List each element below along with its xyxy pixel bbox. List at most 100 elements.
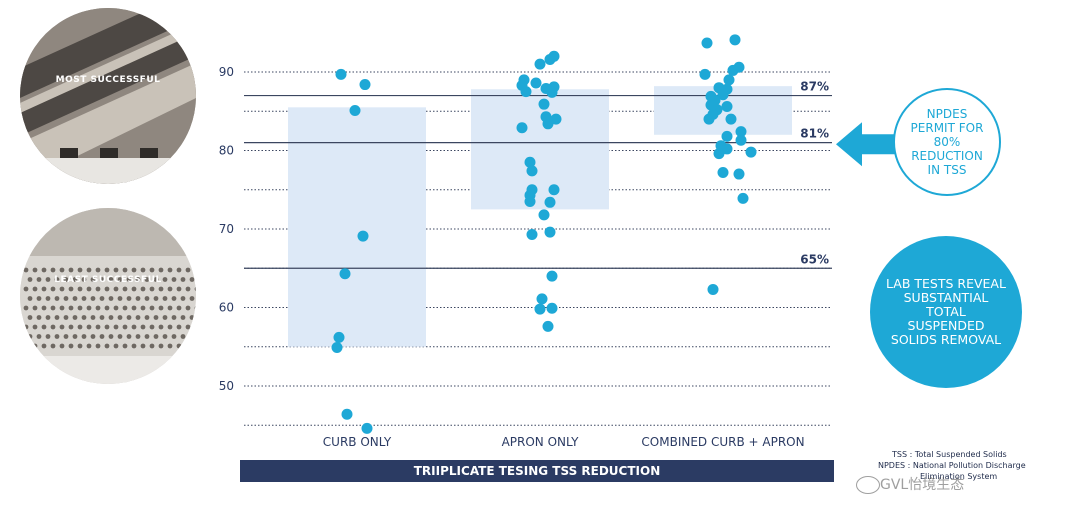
y-tick-label: 80 <box>219 144 234 158</box>
drain-hole <box>72 315 78 320</box>
drain-hole <box>108 315 114 320</box>
drain-hole <box>167 305 173 311</box>
data-point <box>335 68 347 80</box>
drain-hole <box>126 277 132 282</box>
drain-hole <box>171 334 177 339</box>
least-successful-photo-image <box>20 208 196 384</box>
drain-hole <box>135 334 141 339</box>
data-point <box>717 89 729 101</box>
drain-hole <box>72 334 78 339</box>
drain-hole <box>86 286 92 292</box>
data-point <box>361 422 373 434</box>
drain-hole <box>77 343 83 349</box>
reference-lines: 87% 81% 65% <box>244 80 832 269</box>
drain-hole <box>68 305 74 311</box>
drain-hole <box>171 277 177 282</box>
drain-hole <box>158 343 164 349</box>
npdes-arrow <box>836 122 898 167</box>
drain-hole <box>104 286 110 292</box>
drain-hole <box>63 277 69 282</box>
drain-hole <box>99 334 105 339</box>
drain-hole <box>54 296 60 301</box>
drain-hole <box>153 277 159 282</box>
data-point <box>534 58 546 70</box>
drain-hole <box>104 343 110 349</box>
drain-hole <box>45 334 51 339</box>
drain-hole <box>117 334 123 339</box>
drain-hole <box>50 324 56 330</box>
drain-hole <box>50 267 56 273</box>
lab-tests-callout: LAB TESTS REVEAL SUBSTANTIAL TOTAL SUSPE… <box>870 236 1022 388</box>
npdes-permit-callout: NPDES PERMIT FOR 80% REDUCTION IN TSS <box>893 88 1001 196</box>
data-point <box>745 146 757 158</box>
drain-hole <box>162 315 168 320</box>
drain-hole <box>86 343 92 349</box>
drain-hole <box>36 315 42 320</box>
data-point <box>538 98 550 110</box>
drain-hole <box>162 334 168 339</box>
reference-line-label: 65% <box>800 252 829 266</box>
drain-hole <box>117 315 123 320</box>
most-successful-photo: MOST SUCCESSFUL <box>20 8 196 184</box>
drain-hole <box>140 343 146 349</box>
drain-hole <box>158 324 164 330</box>
data-point <box>349 104 361 116</box>
wechat-icon <box>856 476 880 494</box>
drain-hole <box>63 296 69 301</box>
data-point <box>542 118 554 130</box>
y-tick-label: 60 <box>219 301 234 315</box>
drain-hole <box>117 296 123 301</box>
drain-hole <box>158 305 164 311</box>
x-category-label: CURB ONLY <box>323 435 392 449</box>
drain-hole <box>149 343 155 349</box>
drain-hole <box>122 267 128 273</box>
drain-hole <box>50 343 56 349</box>
most-successful-photo-image <box>20 8 196 184</box>
drain-hole <box>68 286 74 292</box>
footnote-npdes-continued: Elimination System <box>920 472 998 481</box>
drain-hole <box>171 296 177 301</box>
drain-hole <box>131 267 137 273</box>
drain-hole <box>23 324 29 330</box>
drain-hole <box>63 334 69 339</box>
data-point <box>540 82 552 94</box>
arrow-left-icon <box>836 122 898 167</box>
data-point <box>713 148 725 160</box>
drain-hole <box>59 267 65 273</box>
data-point <box>733 61 745 73</box>
drain-hole <box>122 305 128 311</box>
drain-hole <box>194 267 196 273</box>
drain-hole <box>135 277 141 282</box>
drain-hole <box>50 286 56 292</box>
drain-hole <box>126 334 132 339</box>
drain-hole <box>131 286 137 292</box>
data-point <box>735 126 747 138</box>
drain-hole <box>185 305 191 311</box>
data-point <box>703 113 715 125</box>
data-point <box>550 113 562 125</box>
drain-hole <box>27 334 33 339</box>
data-point <box>548 184 560 196</box>
drain-hole <box>194 324 196 330</box>
data-point <box>536 293 548 305</box>
drain-hole <box>149 324 155 330</box>
most-successful-label: MOST SUCCESSFUL <box>55 75 161 85</box>
drain-hole <box>41 343 47 349</box>
data-point <box>546 302 558 314</box>
data-point <box>357 230 369 242</box>
drain-hole <box>104 267 110 273</box>
drain-hole <box>131 324 137 330</box>
drain-hole <box>162 277 168 282</box>
drain-hole <box>32 286 38 292</box>
drain-hole <box>77 286 83 292</box>
drain-hole <box>41 286 47 292</box>
range-box <box>471 89 609 210</box>
data-point <box>542 320 554 332</box>
drain-hole <box>176 305 182 311</box>
range-boxes <box>288 86 792 347</box>
drain-hole <box>108 296 114 301</box>
drain-hole <box>32 267 38 273</box>
data-point <box>526 165 538 177</box>
drain-hole <box>54 334 60 339</box>
drain-hole <box>81 334 87 339</box>
